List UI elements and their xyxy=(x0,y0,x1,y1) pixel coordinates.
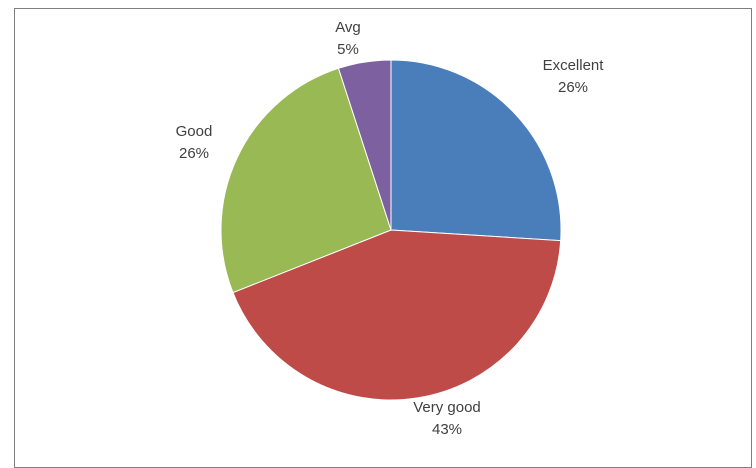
pie-slice-good xyxy=(220,67,392,294)
data-label-avg: Avg 5% xyxy=(335,19,361,58)
pie-slice-avg xyxy=(337,59,392,231)
pie-slices xyxy=(220,59,562,401)
pie-slice-excellent xyxy=(390,59,562,242)
data-label-excellent: Excellent 26% xyxy=(543,57,605,96)
data-label-good: Good 26% xyxy=(176,123,213,162)
pie-chart: Excellent 26% Very good 43% Good 26% Avg 5% xyxy=(176,19,605,438)
pie-labels: Excellent 26% Very good 43% Good 26% Avg 5% xyxy=(176,19,605,438)
data-label-very-good: Very good 43% xyxy=(413,399,481,438)
pie-slice-very-good xyxy=(232,229,562,401)
